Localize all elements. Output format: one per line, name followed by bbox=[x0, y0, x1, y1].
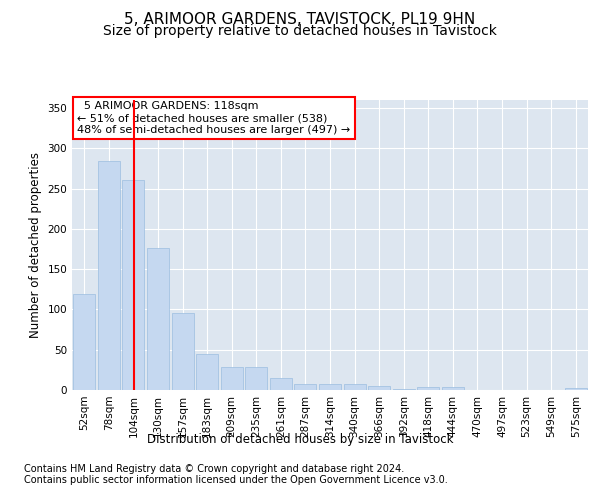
Bar bbox=[295, 384, 316, 390]
Text: Contains public sector information licensed under the Open Government Licence v3: Contains public sector information licen… bbox=[24, 475, 448, 485]
Bar bbox=[417, 387, 439, 390]
Bar bbox=[319, 384, 341, 390]
Bar bbox=[172, 314, 194, 390]
Text: Contains HM Land Registry data © Crown copyright and database right 2024.: Contains HM Land Registry data © Crown c… bbox=[24, 464, 404, 474]
Bar bbox=[122, 180, 145, 390]
Text: 5, ARIMOOR GARDENS, TAVISTOCK, PL19 9HN: 5, ARIMOOR GARDENS, TAVISTOCK, PL19 9HN bbox=[124, 12, 476, 28]
Bar bbox=[73, 294, 95, 390]
Bar bbox=[98, 161, 120, 390]
Text: 5 ARIMOOR GARDENS: 118sqm
← 51% of detached houses are smaller (538)
48% of semi: 5 ARIMOOR GARDENS: 118sqm ← 51% of detac… bbox=[77, 102, 350, 134]
Bar bbox=[196, 354, 218, 390]
Bar bbox=[392, 389, 415, 390]
Y-axis label: Number of detached properties: Number of detached properties bbox=[29, 152, 42, 338]
Bar bbox=[270, 378, 292, 390]
Text: Size of property relative to detached houses in Tavistock: Size of property relative to detached ho… bbox=[103, 24, 497, 38]
Bar bbox=[565, 388, 587, 390]
Bar bbox=[245, 366, 268, 390]
Bar bbox=[344, 384, 365, 390]
Bar bbox=[442, 387, 464, 390]
Bar bbox=[147, 248, 169, 390]
Text: Distribution of detached houses by size in Tavistock: Distribution of detached houses by size … bbox=[147, 432, 453, 446]
Bar bbox=[368, 386, 390, 390]
Bar bbox=[221, 366, 243, 390]
